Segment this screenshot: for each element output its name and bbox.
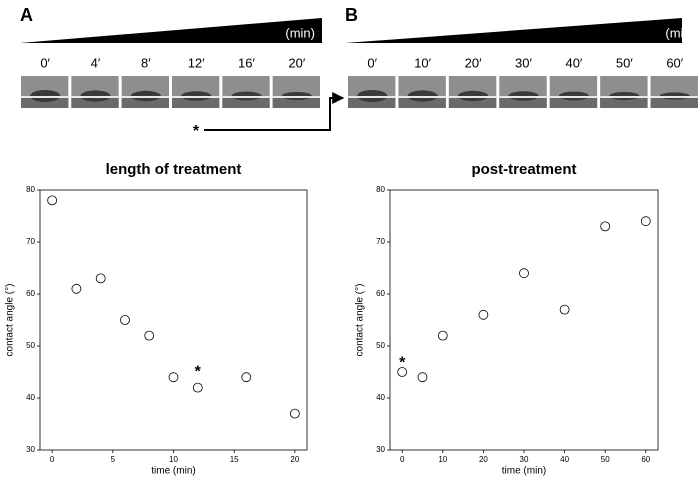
plot-frame [389, 189, 659, 451]
unit-label: (min) [285, 25, 315, 40]
x-tick-label: 0 [50, 455, 55, 464]
time-label: 20′ [465, 55, 482, 70]
data-point [71, 283, 82, 294]
data-point [417, 372, 428, 383]
wedge [345, 18, 682, 43]
surface-line [121, 96, 169, 98]
time-label: 40′ [565, 55, 582, 70]
surface-line [448, 96, 497, 98]
x-tick-label: 10 [169, 455, 178, 464]
panel-label: A [20, 5, 33, 25]
y-tick-label: 70 [376, 237, 385, 246]
y-tick-label: 30 [376, 445, 385, 454]
y-tick-label: 50 [26, 341, 35, 350]
substrate [272, 97, 320, 108]
x-tick-label: 20 [290, 455, 299, 464]
y-tick-label: 40 [26, 393, 35, 402]
data-point [144, 330, 155, 341]
data-point [47, 195, 58, 206]
y-axis-label: contact angle (°) [5, 284, 16, 357]
time-label: 30′ [515, 55, 532, 70]
annotation: * [195, 364, 202, 381]
time-label: 0′ [40, 55, 50, 70]
substrate [650, 97, 698, 108]
surface-line [21, 96, 69, 98]
x-tick-label: 60 [641, 455, 650, 464]
chart-title: length of treatment [106, 161, 242, 178]
y-tick-label: 70 [26, 237, 35, 246]
x-tick-label: 15 [230, 455, 239, 464]
data-point [559, 304, 570, 315]
data-point [478, 309, 489, 320]
data-point [192, 382, 203, 393]
y-tick-label: 80 [26, 185, 35, 194]
data-point [519, 268, 529, 279]
time-label: 16′ [238, 55, 255, 70]
x-tick-label: 20 [479, 455, 488, 464]
time-label: 50′ [616, 55, 633, 70]
time-label: 4′ [91, 55, 101, 70]
surface-line [222, 96, 270, 98]
substrate [121, 97, 169, 108]
surface-line [600, 96, 648, 98]
data-point [120, 315, 130, 325]
substrate [71, 97, 119, 108]
y-tick-label: 80 [376, 185, 385, 194]
surface-line [499, 96, 547, 98]
substrate [398, 97, 446, 108]
y-tick-label: 60 [376, 289, 385, 298]
wedge [20, 18, 322, 43]
annotation: * [399, 354, 406, 371]
surface-line [549, 96, 598, 98]
surface-line [650, 96, 698, 98]
data-point [437, 330, 448, 341]
time-label: 60′ [666, 55, 683, 70]
surface-line [348, 96, 396, 98]
substrate [600, 97, 648, 108]
substrate [348, 97, 396, 108]
data-point [397, 367, 408, 377]
time-label: 20′ [288, 55, 305, 70]
y-axis-label: contact angle (°) [355, 284, 366, 357]
unit-label: (min) [665, 25, 695, 40]
time-label: 0′ [367, 55, 377, 70]
x-tick-label: 50 [601, 455, 610, 464]
x-tick-label: 0 [400, 455, 405, 464]
time-label: 12′ [188, 55, 205, 70]
data-point [640, 216, 651, 227]
surface-line [172, 96, 220, 98]
substrate [172, 97, 220, 108]
time-label: 10′ [414, 55, 431, 70]
substrate [448, 97, 497, 108]
y-tick-label: 30 [26, 445, 35, 454]
y-tick-label: 60 [26, 289, 35, 298]
surface-line [398, 96, 446, 98]
x-tick-label: 5 [111, 455, 116, 464]
y-tick-label: 50 [376, 341, 385, 350]
substrate [21, 97, 69, 108]
x-axis-label: time (min) [502, 466, 546, 477]
surface-line [272, 96, 320, 98]
arrow [204, 92, 345, 131]
x-tick-label: 40 [560, 455, 569, 464]
panel-label: B [345, 5, 358, 25]
plot-frame [39, 189, 308, 451]
x-axis-label: time (min) [151, 466, 195, 477]
asterisk: * [193, 123, 200, 140]
substrate [222, 97, 270, 108]
data-point [168, 372, 179, 383]
data-point [95, 273, 106, 284]
data-point [600, 221, 611, 232]
y-tick-label: 40 [376, 393, 385, 402]
chart-title: post-treatment [471, 161, 576, 178]
data-point [241, 372, 252, 383]
data-point [289, 408, 300, 419]
substrate [549, 97, 598, 108]
substrate [499, 97, 547, 108]
time-label: 8′ [141, 55, 151, 70]
x-tick-label: 10 [438, 455, 447, 464]
x-tick-label: 30 [520, 455, 529, 464]
surface-line [71, 96, 119, 98]
